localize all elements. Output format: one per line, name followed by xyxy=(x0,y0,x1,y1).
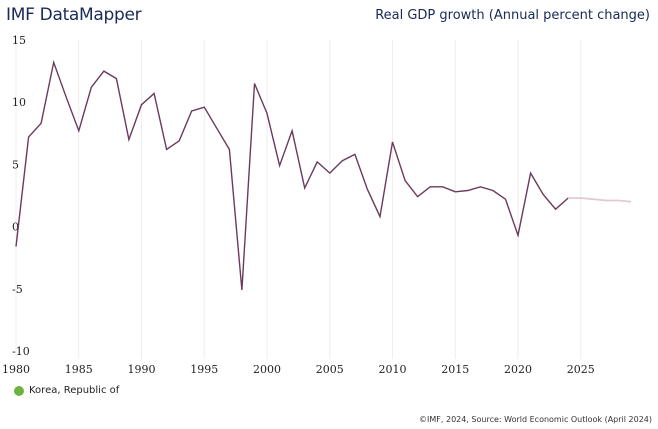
legend-dot-icon xyxy=(14,385,24,396)
chart-title: Real GDP growth (Annual percent change) xyxy=(375,8,650,23)
y-tick-label: -10 xyxy=(12,345,30,358)
y-tick-label: 15 xyxy=(12,34,26,47)
x-tick-label: 2020 xyxy=(504,363,532,376)
x-tick-label: 1985 xyxy=(65,363,93,376)
source-note: ©IMF, 2024, Source: World Economic Outlo… xyxy=(419,415,652,424)
x-tick-label: 2000 xyxy=(253,363,281,376)
x-tick-label: 2005 xyxy=(316,363,344,376)
legend-item[interactable]: Korea, Republic of xyxy=(14,385,119,396)
y-tick-label: 5 xyxy=(12,158,19,171)
y-tick-label: 10 xyxy=(12,96,26,109)
x-tick-label: 2025 xyxy=(567,363,595,376)
x-tick-label: 1995 xyxy=(190,363,218,376)
x-tick-label: 1980 xyxy=(2,363,30,376)
series-line-actual xyxy=(15,59,569,291)
x-tick-label: 2015 xyxy=(441,363,469,376)
x-tick-label: 1990 xyxy=(128,363,156,376)
brand-logo[interactable]: IMF DataMapper xyxy=(6,5,142,25)
y-tick-label: 0 xyxy=(12,221,19,234)
x-tick-label: 2010 xyxy=(379,363,407,376)
series-line-projection xyxy=(568,197,632,203)
y-tick-label: -5 xyxy=(12,283,23,296)
legend-label: Korea, Republic of xyxy=(29,385,120,396)
